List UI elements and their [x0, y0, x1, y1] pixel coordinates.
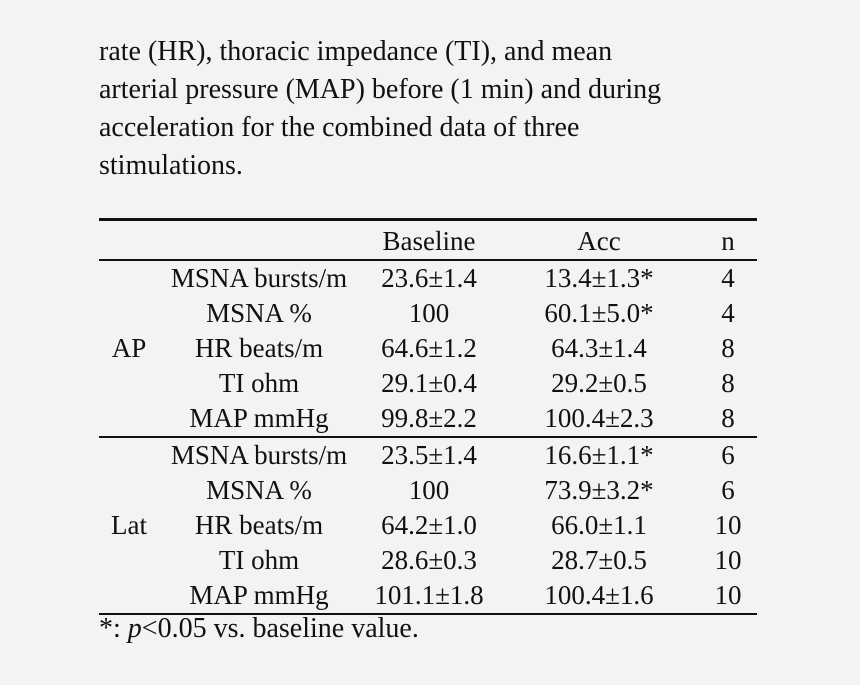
table-row: HR beats/m 64.2±1.0 66.0±1.1 10 [99, 508, 757, 543]
acc-cell: 60.1±5.0* [544, 298, 654, 328]
acc-cell: 66.0±1.1 [551, 510, 647, 540]
measure-cell: TI ohm [218, 545, 300, 575]
acc-cell: 28.7±0.5 [551, 545, 647, 575]
measure-cell: HR beats/m [194, 510, 324, 540]
n-cell: 4 [721, 263, 735, 293]
table-row: TI ohm 29.1±0.4 29.2±0.5 8 [99, 366, 757, 401]
results-table: Baseline Acc n AP MSNA bursts/m 23.6±1.4… [99, 218, 757, 615]
acc-cell: 73.9±3.2* [544, 475, 654, 505]
table-caption: rate (HR), thoracic impedance (TI), and … [99, 33, 799, 185]
n-cell: 8 [721, 368, 735, 398]
results-table-container: Baseline Acc n AP MSNA bursts/m 23.6±1.4… [99, 218, 757, 615]
n-cell: 6 [721, 440, 735, 470]
measure-cell: HR beats/m [194, 333, 324, 363]
group-lat: Lat MSNA bursts/m 23.5±1.4 16.6±1.1* 6 M… [99, 437, 757, 615]
baseline-cell: 64.2±1.0 [381, 510, 477, 540]
caption-line-3: acceleration for the combined data of th… [99, 112, 580, 143]
measure-cell: MSNA bursts/m [170, 440, 348, 470]
n-cell: 10 [714, 510, 742, 540]
table-row: TI ohm 28.6±0.3 28.7±0.5 10 [99, 543, 757, 578]
baseline-cell: 23.5±1.4 [381, 440, 477, 470]
group-ap: AP MSNA bursts/m 23.6±1.4 13.4±1.3* 4 MS… [99, 260, 757, 438]
baseline-cell: 99.8±2.2 [359, 401, 499, 438]
table-row: AP MSNA bursts/m 23.6±1.4 13.4±1.3* 4 [99, 260, 757, 438]
baseline-cell: 100 [408, 298, 450, 328]
table-row: HR beats/m 64.6±1.2 64.3±1.4 8 [99, 331, 757, 366]
caption-line-4: stimulations. [99, 150, 243, 181]
baseline-cell: 23.6±1.4 [381, 263, 477, 293]
footnote-text: <0.05 vs. baseline value. [141, 613, 419, 644]
n-cell: 10 [699, 578, 757, 615]
n-cell: 8 [699, 401, 757, 438]
group-label: Lat [99, 437, 159, 615]
measure-cell: TI ohm [218, 368, 300, 398]
table-row: MAP mmHg 101.1±1.8 100.4±1.6 10 [99, 578, 757, 615]
n-cell: 4 [721, 298, 735, 328]
baseline-cell: 64.6±1.2 [381, 333, 477, 363]
table-row: MAP mmHg 99.8±2.2 100.4±2.3 8 [99, 401, 757, 438]
acc-cell: 100.4±1.6 [499, 578, 699, 615]
caption-line-2: arterial pressure (MAP) before (1 min) a… [99, 74, 662, 105]
acc-cell: 16.6±1.1* [544, 440, 654, 470]
group-label: AP [99, 260, 159, 438]
measure-cell: MAP mmHg [159, 578, 359, 615]
table-row: MSNA % 100 73.9±3.2* 6 [99, 473, 757, 508]
baseline-cell: 29.1±0.4 [381, 368, 477, 398]
baseline-cell: 101.1±1.8 [359, 578, 499, 615]
n-cell: 10 [714, 545, 742, 575]
measure-cell: MSNA % [206, 298, 312, 328]
table-row: MSNA % 100 60.1±5.0* 4 [99, 296, 757, 331]
header-group [99, 219, 159, 261]
header-acc: Acc [499, 219, 699, 261]
header-baseline: Baseline [359, 219, 499, 261]
baseline-cell: 100 [408, 475, 450, 505]
measure-cell: MSNA bursts/m [170, 263, 348, 293]
table-row: Lat MSNA bursts/m 23.5±1.4 16.6±1.1* 6 [99, 437, 757, 615]
footnote-p-symbol: p [127, 613, 142, 644]
measure-cell: MSNA % [206, 475, 312, 505]
table-header-row: Baseline Acc n [99, 219, 757, 261]
table-footnote: *: p<0.05 vs. baseline value. [99, 610, 419, 648]
n-cell: 6 [721, 475, 735, 505]
acc-cell: 13.4±1.3* [544, 263, 654, 293]
n-cell: 8 [721, 333, 735, 363]
measure-cell: MAP mmHg [159, 401, 359, 438]
footnote-prefix: *: [99, 613, 128, 644]
caption-line-1: rate (HR), thoracic impedance (TI), and … [99, 36, 613, 67]
acc-cell: 100.4±2.3 [499, 401, 699, 438]
baseline-cell: 28.6±0.3 [381, 545, 477, 575]
header-n: n [699, 219, 757, 261]
acc-cell: 64.3±1.4 [551, 333, 647, 363]
header-measure [159, 219, 359, 261]
acc-cell: 29.2±0.5 [551, 368, 647, 398]
